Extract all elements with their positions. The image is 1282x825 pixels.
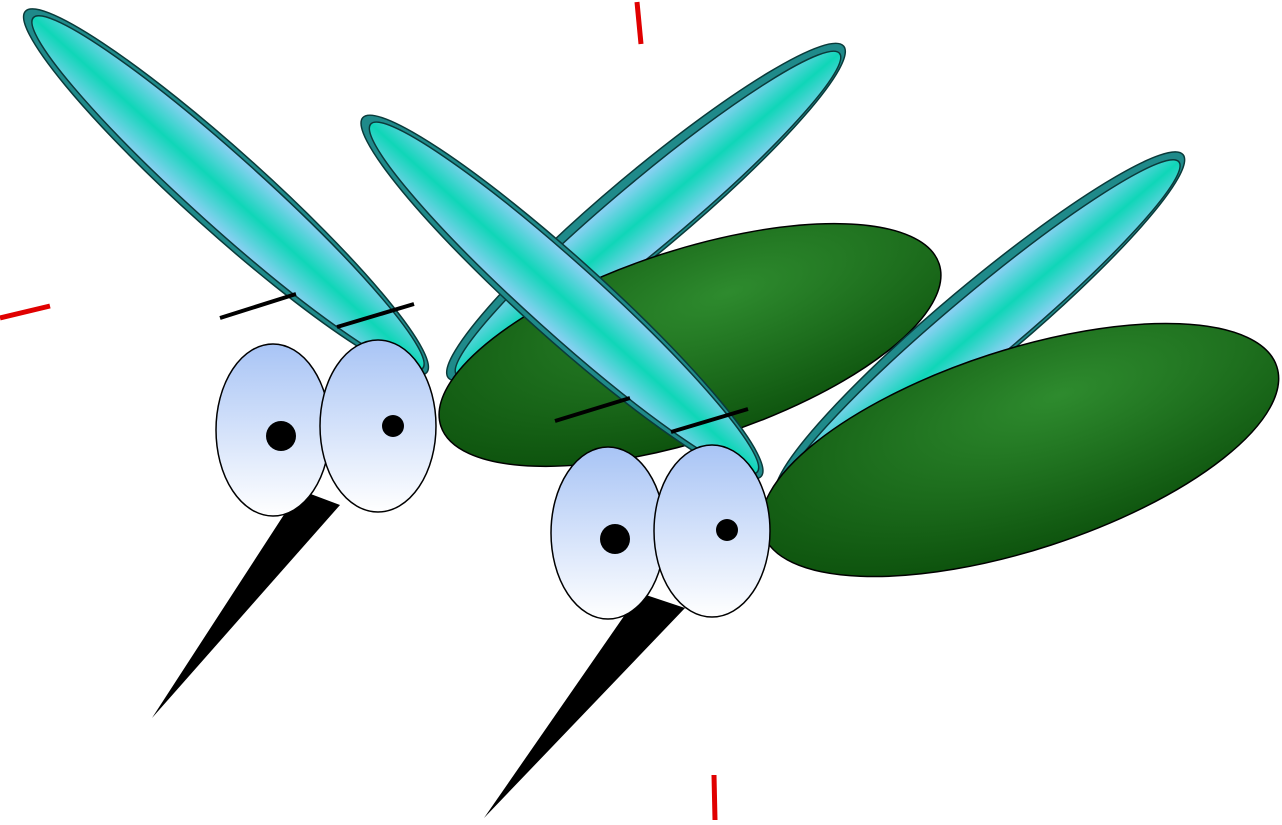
speed-mark-top (634, 1, 644, 45)
mosquito-right-eye-1 (550, 446, 666, 620)
mosquito-left (22, 8, 942, 718)
mosquito-left-antenna-2 (336, 302, 415, 329)
pupil-icon (600, 524, 630, 554)
pupil-icon (266, 421, 296, 451)
mosquito-left-eye-2 (319, 339, 437, 513)
mosquito-right-antenna-1 (554, 396, 631, 423)
mosquito-left-proboscis (152, 490, 340, 718)
speed-marks (0, 1, 718, 821)
mosquito-right (360, 114, 1280, 818)
mosquito-left-antenna-1 (219, 292, 297, 320)
speed-mark-left (0, 303, 51, 321)
mosquito-left-front-wing (22, 8, 430, 376)
speed-mark-bottom (711, 774, 718, 821)
mosquito-right-eye-2 (653, 444, 771, 618)
mosquito-left-eye-1 (215, 343, 331, 517)
pupil-icon (716, 519, 738, 541)
mosquito-right-antenna-2 (670, 407, 749, 434)
mosquito-right-front-wing (360, 114, 764, 480)
pupil-icon (382, 415, 404, 437)
mosquito-right-proboscis (484, 593, 685, 818)
